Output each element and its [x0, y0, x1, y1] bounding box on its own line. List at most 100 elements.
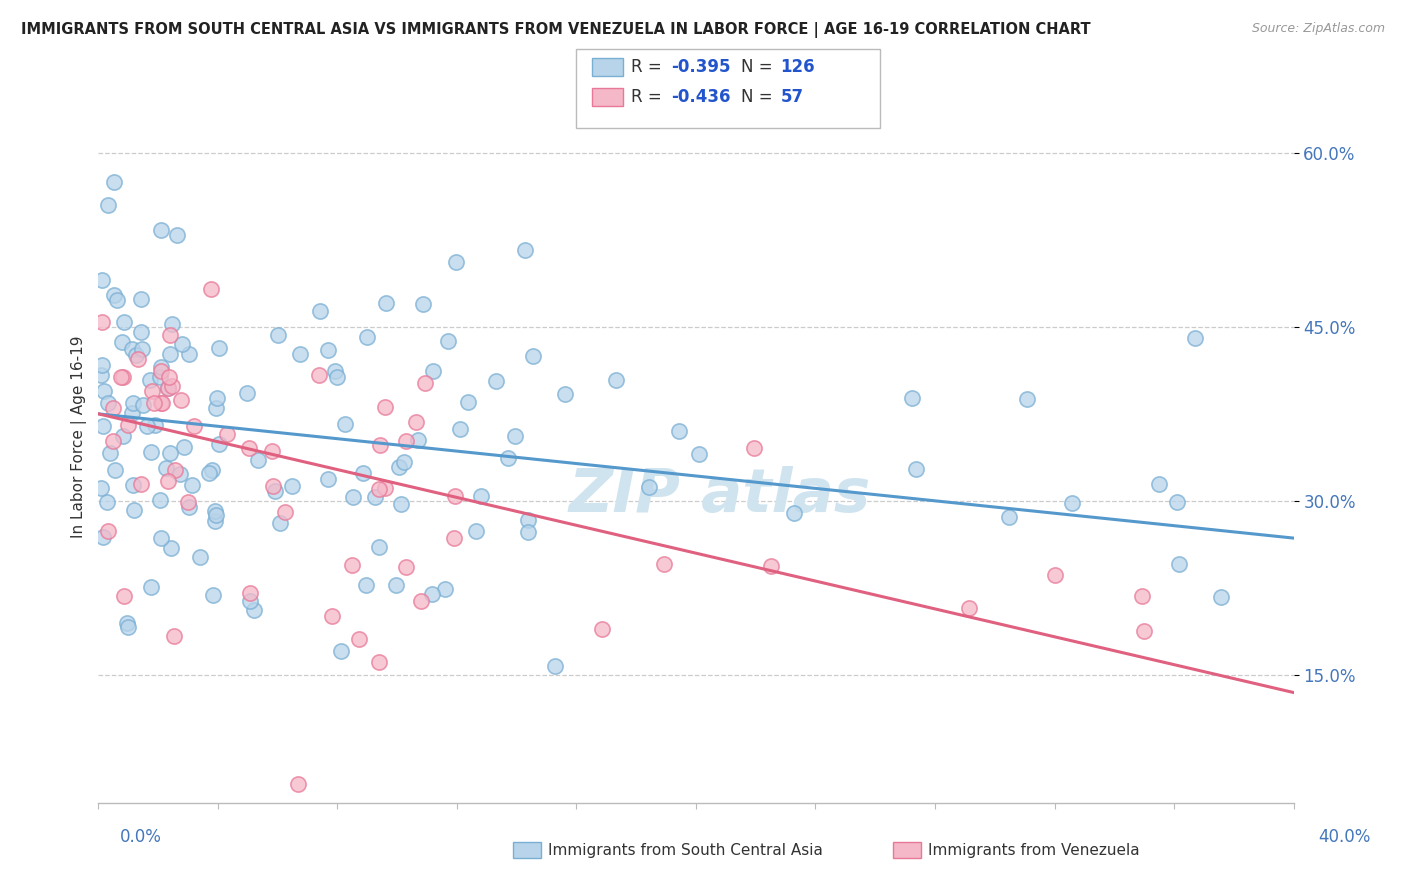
Point — [157, 370, 180, 384]
Point — [159, 328, 181, 343]
Point — [443, 531, 465, 545]
Point — [91, 358, 114, 372]
Point — [97, 396, 120, 410]
Point — [470, 489, 492, 503]
Point — [1147, 476, 1170, 491]
Point — [150, 223, 173, 237]
Point — [413, 376, 436, 390]
Point — [207, 391, 229, 405]
Point — [90, 315, 112, 329]
Text: N =: N = — [741, 88, 778, 106]
Point — [957, 601, 980, 615]
Text: N =: N = — [741, 58, 778, 76]
Y-axis label: In Labor Force | Age 16-19: In Labor Force | Age 16-19 — [72, 335, 87, 539]
Point — [200, 282, 222, 296]
Point — [444, 255, 467, 269]
Point — [387, 460, 409, 475]
Point — [129, 477, 152, 491]
Point — [437, 334, 460, 349]
Point — [198, 466, 221, 480]
Point — [309, 304, 332, 318]
Point — [998, 510, 1021, 524]
Point — [374, 481, 396, 495]
Text: Source: ZipAtlas.com: Source: ZipAtlas.com — [1251, 22, 1385, 36]
Point — [368, 540, 391, 554]
Point — [188, 550, 211, 565]
Point — [368, 438, 391, 452]
Point — [783, 507, 806, 521]
Point — [143, 418, 166, 433]
Point — [157, 381, 180, 395]
Point — [1043, 567, 1066, 582]
Point — [90, 273, 112, 287]
Point — [124, 503, 146, 517]
Point — [1166, 494, 1188, 508]
Point — [554, 387, 576, 401]
Point — [325, 364, 347, 378]
Point — [900, 391, 922, 405]
Point — [308, 368, 330, 382]
Point — [411, 594, 433, 608]
Point — [503, 429, 526, 443]
Point — [105, 293, 128, 307]
Point — [90, 368, 112, 383]
Point — [157, 381, 180, 395]
Point — [96, 495, 118, 509]
Point — [169, 467, 191, 482]
Point — [1167, 558, 1189, 572]
Point — [269, 516, 291, 530]
Point — [385, 578, 408, 592]
Point — [121, 395, 143, 409]
Point — [1062, 496, 1084, 510]
Text: Immigrants from Venezuela: Immigrants from Venezuela — [928, 843, 1140, 857]
Point — [260, 443, 283, 458]
Point — [368, 655, 391, 669]
Point — [204, 504, 226, 518]
Point — [394, 454, 416, 468]
Point — [104, 463, 127, 477]
Point — [160, 317, 183, 331]
Point — [1132, 589, 1154, 603]
Point — [117, 619, 139, 633]
Point — [170, 393, 193, 408]
Point — [652, 557, 675, 571]
Text: -0.436: -0.436 — [671, 88, 730, 106]
Point — [91, 419, 114, 434]
Point — [121, 342, 143, 356]
Point — [239, 594, 262, 608]
Point — [496, 450, 519, 465]
Point — [117, 418, 139, 433]
Point — [177, 495, 200, 509]
Point — [457, 394, 479, 409]
Point — [262, 479, 284, 493]
Point — [136, 419, 159, 434]
Point — [517, 524, 540, 539]
Text: -0.395: -0.395 — [671, 58, 730, 76]
Point — [422, 364, 444, 378]
Text: R =: R = — [631, 58, 668, 76]
Point — [591, 622, 613, 636]
Point — [179, 347, 201, 361]
Point — [742, 441, 765, 455]
Point — [287, 777, 309, 791]
Point — [200, 463, 222, 477]
Point — [274, 505, 297, 519]
Point — [522, 349, 544, 363]
Point — [156, 474, 179, 488]
Point — [202, 588, 225, 602]
Point — [1209, 591, 1232, 605]
Point — [290, 347, 312, 361]
Point — [267, 328, 290, 343]
Point — [141, 384, 163, 398]
Point — [139, 445, 162, 459]
Point — [247, 453, 270, 467]
Text: R =: R = — [631, 88, 668, 106]
Point — [103, 287, 125, 301]
Point — [159, 446, 181, 460]
Point — [668, 424, 690, 438]
Point — [412, 296, 434, 310]
Point — [111, 429, 134, 443]
Point — [1184, 331, 1206, 345]
Point — [513, 243, 536, 257]
Point — [179, 500, 201, 515]
